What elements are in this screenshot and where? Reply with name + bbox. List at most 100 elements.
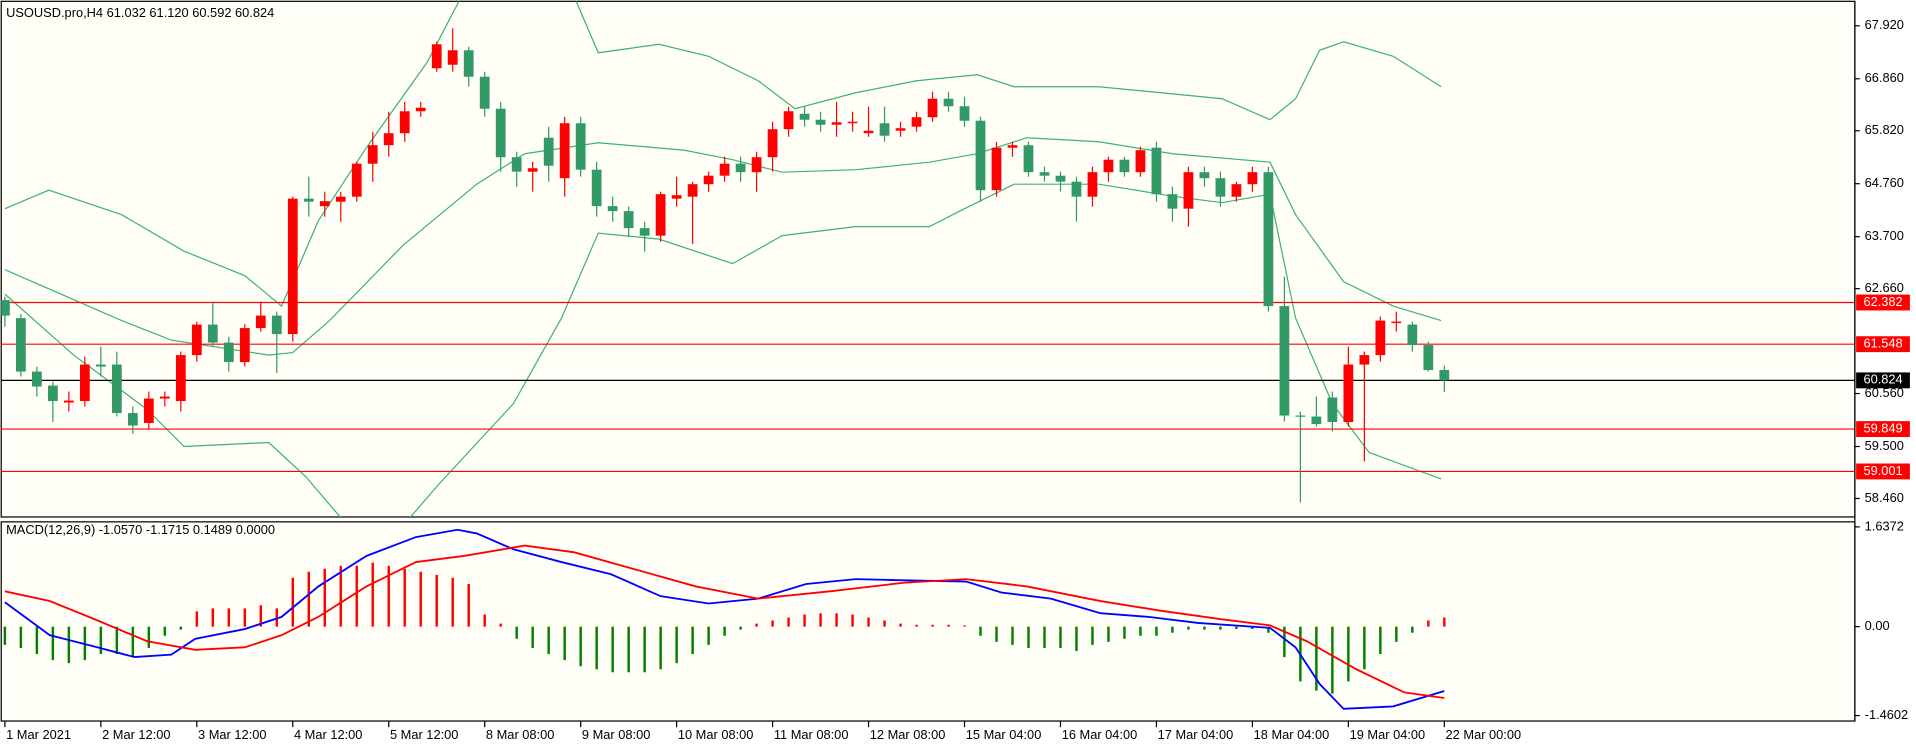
candle-body (927, 98, 938, 118)
candle-body (863, 130, 874, 134)
candle-body (991, 147, 1002, 191)
candle-body (1295, 415, 1306, 417)
candle-body (847, 121, 858, 124)
level-label: 61.548 (1863, 336, 1902, 351)
candle-body (1, 300, 10, 316)
candle-body (1087, 172, 1098, 197)
candle-body (15, 318, 26, 372)
level-label: 60.824 (1863, 372, 1902, 387)
candle-body (1359, 355, 1370, 365)
main-panel (0, 0, 1856, 518)
main-plot (1, 1, 1855, 517)
x-tick-label: 1 Mar 2021 (6, 727, 71, 742)
indicator-line (4, 137, 1442, 356)
candle-body (431, 44, 442, 69)
x-tick-label: 10 Mar 08:00 (678, 727, 754, 742)
candle-body (975, 120, 986, 191)
candle-body (175, 355, 186, 402)
candle-body (895, 128, 906, 131)
candle-body (783, 111, 794, 130)
candle-body (1231, 184, 1242, 197)
candle-body (815, 119, 826, 125)
candle-body (1391, 321, 1402, 324)
candle-body (1119, 159, 1130, 173)
y-tick-label: 65.820 (1865, 122, 1904, 137)
candle-body (143, 398, 154, 424)
candle-body (655, 194, 666, 236)
y-tick-label: 1.6372 (1865, 518, 1904, 533)
level-label-box (1856, 421, 1910, 438)
x-tick-label: 4 Mar 12:00 (294, 727, 362, 742)
candle-body (1247, 172, 1258, 185)
candle-body (1439, 369, 1450, 381)
candle-body (511, 157, 522, 172)
candle-body (943, 98, 954, 107)
y-tick-label: 63.700 (1865, 228, 1904, 243)
level-label: 59.001 (1863, 463, 1902, 478)
x-tick-label: 22 Mar 00:00 (1446, 727, 1522, 742)
level-label-box (1856, 336, 1910, 353)
level-label: 59.849 (1863, 420, 1902, 435)
indicator-line (4, 544, 1445, 699)
candle-body (1039, 172, 1050, 176)
candle-body (623, 211, 634, 229)
candle-body (1423, 345, 1434, 371)
y-tick-label: 59.500 (1865, 438, 1904, 453)
candle-body (767, 129, 778, 158)
candle-body (31, 371, 42, 387)
candle-body (159, 396, 170, 399)
candle-body (1071, 181, 1082, 197)
candle-body (1375, 320, 1386, 356)
level-label-box (1856, 372, 1910, 389)
candle-body (1167, 194, 1178, 209)
candle-body (479, 76, 490, 109)
candle-body (287, 198, 298, 335)
chart-title: USOUSD.pro,H4 61.032 61.120 60.592 60.82… (6, 5, 274, 20)
candle-body (1327, 397, 1338, 423)
candle-body (415, 107, 426, 112)
candle-body (879, 123, 890, 136)
candle-body (47, 385, 58, 402)
candle-body (591, 169, 602, 207)
candle-body (303, 198, 314, 202)
y-tick-label: 62.660 (1865, 280, 1904, 295)
indicator-line (4, 183, 1442, 517)
candle-body (1055, 175, 1066, 182)
candle-body (335, 196, 346, 202)
candle-body (95, 364, 106, 367)
x-tick-label: 19 Mar 04:00 (1350, 727, 1426, 742)
candle-body (495, 108, 506, 158)
candle-body (559, 123, 570, 179)
candle-body (1103, 159, 1114, 173)
axes: 67.920 66.860 65.820 64.760 63.700 62.660 60.5… (4, 1, 1910, 742)
y-tick-label: 58.460 (1865, 490, 1904, 505)
candle-body (79, 364, 90, 402)
candle-body (527, 168, 538, 172)
candle-body (799, 113, 810, 120)
x-tick-label: 8 Mar 08:00 (486, 727, 554, 742)
candle-body (687, 184, 698, 197)
candle-body (1263, 172, 1274, 307)
x-tick-label: 12 Mar 08:00 (870, 727, 946, 742)
candle-body (367, 145, 378, 164)
candle-body (63, 400, 74, 403)
candle-body (1215, 178, 1226, 197)
y-tick-label: 64.760 (1865, 175, 1904, 190)
candle-body (319, 201, 330, 207)
candle-body (1343, 364, 1354, 423)
candle-body (1279, 306, 1290, 416)
x-tick-label: 9 Mar 08:00 (582, 727, 650, 742)
candle-body (751, 157, 762, 173)
candle-body (1135, 150, 1146, 173)
candle-body (351, 163, 362, 197)
candle-body (959, 106, 970, 121)
x-tick-label: 11 Mar 08:00 (774, 727, 849, 742)
candle-body (1023, 145, 1034, 173)
candle-body (271, 315, 282, 335)
candle-body (543, 137, 554, 166)
candle-body (255, 315, 266, 329)
macd-title: MACD(12,26,9) -1.0570 -1.1715 0.1489 0.0… (6, 522, 275, 537)
candle-body (719, 163, 730, 176)
x-tick-label: 18 Mar 04:00 (1254, 727, 1330, 742)
